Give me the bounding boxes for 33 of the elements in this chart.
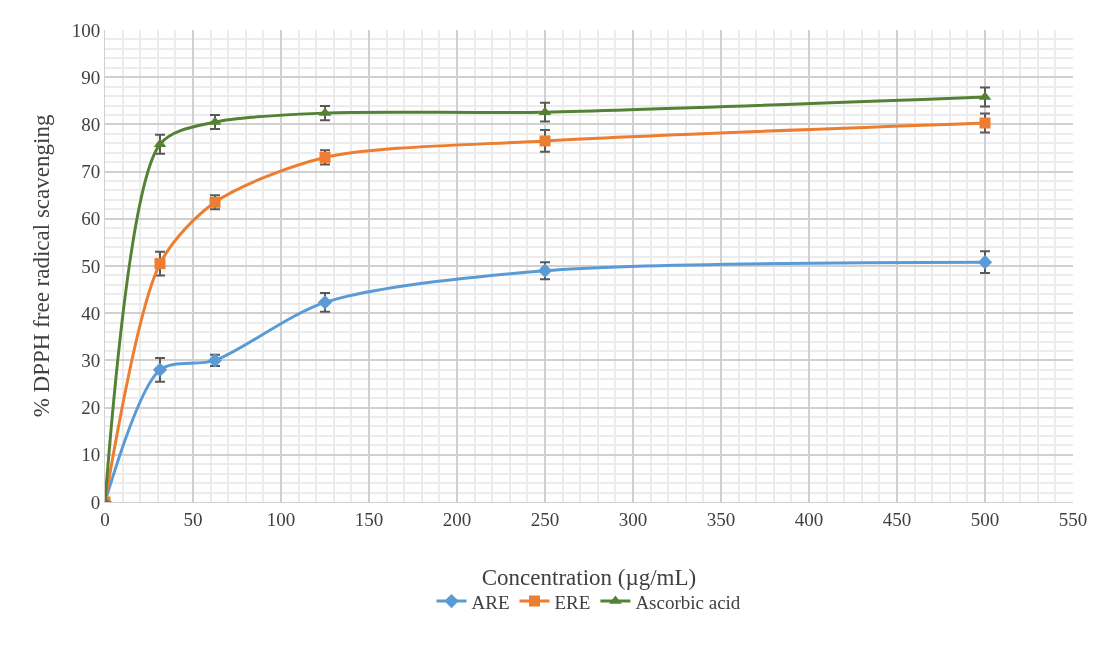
point (539, 135, 551, 147)
y-tick-label: 80 (81, 114, 101, 136)
x-tick-label: 350 (706, 508, 736, 530)
y-tick-label: 10 (81, 444, 101, 466)
legend-label: ERE (554, 591, 591, 613)
x-tick-label: 200 (442, 508, 472, 530)
y-tick-label: 70 (81, 161, 101, 183)
x-tick-label: 100 (266, 508, 296, 530)
y-tick-label: 40 (81, 302, 101, 324)
x-axis-title: Concentration (µg/mL) (481, 565, 697, 591)
x-tick-label: 400 (794, 508, 824, 530)
y-tick-label: 60 (81, 208, 101, 230)
x-tick-label: 150 (354, 508, 384, 530)
x-tick-label: 450 (882, 508, 912, 530)
y-tick-label: 100 (71, 19, 101, 41)
x-tick-label: 300 (618, 508, 648, 530)
legend-label: ARE (471, 591, 510, 613)
y-tick-label: 90 (81, 66, 101, 88)
x-tick-label: 250 (530, 508, 560, 530)
point (979, 117, 991, 129)
y-tick-label: 30 (81, 350, 101, 372)
x-tick-label: 500 (970, 508, 1000, 530)
y-tick-label: 0 (90, 491, 101, 513)
x-tick-label: 50 (183, 508, 203, 530)
x-tick-label: 550 (1058, 508, 1088, 530)
y-tick-label: 50 (81, 255, 101, 277)
y-tick-label: 20 (81, 397, 101, 419)
point (152, 362, 168, 377)
y-axis-title: % DPPH free radical scavenging (29, 114, 55, 418)
point (977, 255, 993, 270)
point (317, 295, 333, 310)
point (154, 258, 166, 270)
legend-label: Ascorbic acid (635, 591, 741, 613)
